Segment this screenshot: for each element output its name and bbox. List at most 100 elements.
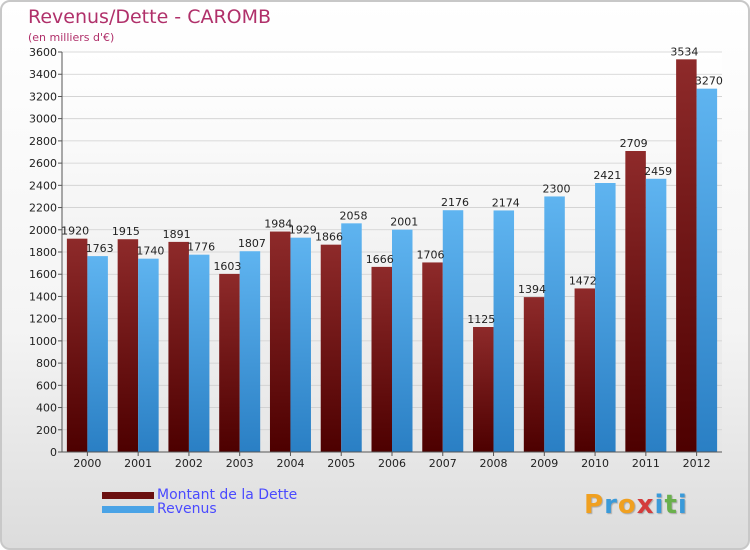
bar-dette (574, 288, 596, 452)
value-label-dette: 1984 (264, 218, 292, 231)
logo-letter: i (654, 490, 665, 520)
x-tick-label: 2011 (632, 457, 660, 470)
legend-item-dette: Montant de la Dette (102, 488, 297, 502)
x-tick-label: 2010 (581, 457, 609, 470)
value-label-revenus: 2459 (644, 165, 672, 178)
value-label-revenus: 1763 (86, 242, 114, 255)
x-tick-label: 2012 (683, 457, 711, 470)
bar-dette (269, 231, 291, 452)
x-tick-label: 2001 (124, 457, 152, 470)
legend-swatch-revenus (102, 505, 154, 513)
bar-dette (371, 266, 392, 452)
bar-revenus (138, 258, 159, 452)
y-tick-label: 2800 (29, 135, 57, 148)
value-label-revenus: 2421 (593, 169, 621, 182)
logo-letter: r (604, 490, 618, 520)
bar-revenus (290, 237, 311, 452)
y-tick-label: 1000 (29, 335, 57, 348)
y-tick-label: 1200 (29, 313, 57, 326)
x-tick-label: 2000 (73, 457, 101, 470)
y-tick-label: 3400 (29, 68, 57, 81)
x-tick-label: 2008 (480, 457, 508, 470)
value-label-dette: 1394 (518, 283, 546, 296)
value-label-dette: 1915 (112, 225, 140, 238)
legend-label-dette: Montant de la Dette (157, 487, 298, 503)
y-tick-label: 2400 (29, 179, 57, 192)
y-tick-label: 800 (36, 357, 57, 370)
bar-dette (676, 59, 697, 452)
legend-swatch-dette (102, 491, 154, 499)
bars (66, 59, 718, 453)
chart-subtitle: (en milliers d'€) (28, 31, 115, 44)
value-label-dette: 1472 (569, 274, 597, 287)
bar-dette (320, 244, 342, 452)
value-label-revenus: 2300 (543, 182, 571, 195)
legend: Montant de la Dette Revenus (102, 488, 297, 516)
bar-dette (219, 273, 240, 452)
bar-revenus (696, 88, 718, 453)
bar-revenus (493, 210, 515, 452)
value-label-revenus: 1740 (136, 245, 164, 258)
value-label-dette: 1706 (417, 248, 445, 261)
bar-dette (66, 238, 88, 452)
x-tick-label: 2005 (327, 457, 355, 470)
bar-revenus (442, 210, 464, 452)
value-label-revenus: 1807 (238, 237, 266, 250)
logo-letter: o (617, 490, 637, 520)
value-label-dette: 1666 (366, 253, 394, 266)
bar-dette (523, 297, 545, 452)
x-axis-ticks: 2000 2001 2002 2003 2004 2005 2006 2007 2008 2009… (73, 452, 711, 470)
bar-dette (422, 262, 443, 452)
x-tick-label: 2007 (429, 457, 457, 470)
bar-revenus (392, 229, 413, 452)
y-tick-label: 600 (36, 379, 57, 392)
bar-revenus (645, 178, 667, 452)
logo-letter: i (677, 490, 688, 520)
y-tick-label: 2600 (29, 157, 57, 170)
value-label-dette: 1891 (163, 228, 191, 241)
value-label-revenus: 2001 (390, 216, 418, 229)
value-label-dette: 1125 (467, 313, 495, 326)
y-tick-label: 1400 (29, 290, 57, 303)
y-tick-label: 3000 (29, 113, 57, 126)
value-label-dette: 2709 (620, 137, 648, 150)
bar-revenus (595, 183, 616, 452)
bar-dette (625, 151, 646, 452)
y-tick-label: 3600 (29, 46, 57, 59)
value-label-revenus: 2174 (492, 196, 520, 209)
x-tick-label: 2002 (175, 457, 203, 470)
chart-title: Revenus/Dette - CAROMB (28, 6, 272, 28)
bar-dette (473, 327, 494, 452)
logo-letter: P (584, 490, 605, 520)
value-label-revenus: 2058 (339, 209, 367, 222)
bar-revenus (544, 196, 565, 452)
y-axis-ticks: 0 200 400 600 800 1000 1200 1400 1600 1800 2000 220… (29, 46, 62, 459)
proxiti-logo: Proxiti (584, 490, 688, 520)
bar-revenus (239, 251, 261, 452)
x-tick-label: 2003 (226, 457, 254, 470)
y-tick-label: 2000 (29, 224, 57, 237)
value-label-revenus: 1929 (289, 224, 317, 237)
y-tick-label: 1800 (29, 246, 57, 259)
y-tick-label: 0 (50, 446, 57, 459)
y-tick-label: 2200 (29, 202, 57, 215)
value-label-dette: 1920 (61, 225, 89, 238)
bar-revenus (341, 223, 362, 452)
bar-dette (168, 241, 189, 452)
value-label-revenus: 1776 (187, 241, 215, 254)
y-tick-label: 1600 (29, 268, 57, 281)
legend-label-revenus: Revenus (157, 501, 217, 517)
x-tick-label: 2006 (378, 457, 406, 470)
logo-letter: x (636, 490, 655, 520)
y-tick-label: 400 (36, 402, 57, 415)
bar-revenus (188, 254, 210, 452)
value-label-revenus: 3270 (695, 75, 723, 88)
y-tick-label: 3200 (29, 90, 57, 103)
value-label-dette: 1603 (213, 260, 241, 273)
value-label-revenus: 2176 (441, 196, 469, 209)
bar-revenus (87, 256, 108, 452)
y-tick-label: 200 (36, 424, 57, 437)
